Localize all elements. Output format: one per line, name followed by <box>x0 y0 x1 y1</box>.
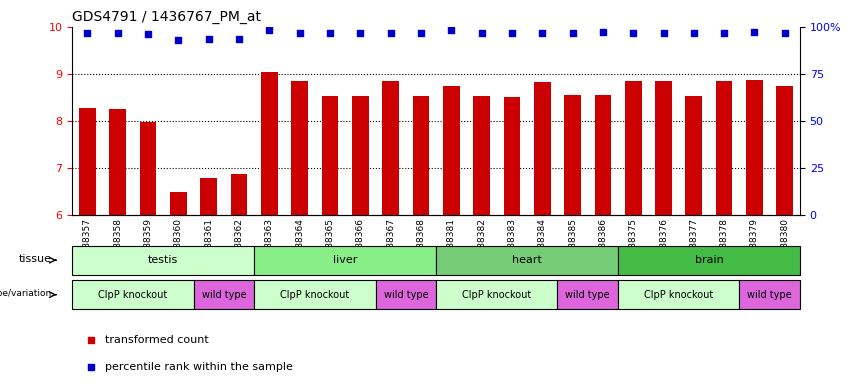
Text: percentile rank within the sample: percentile rank within the sample <box>105 362 293 372</box>
Bar <box>79 108 96 215</box>
Point <box>263 26 277 33</box>
Point <box>535 30 549 36</box>
Point <box>323 30 337 36</box>
Point <box>595 194 608 200</box>
Bar <box>534 82 551 215</box>
Text: ClpP knockout: ClpP knockout <box>280 290 350 300</box>
Bar <box>201 178 217 215</box>
Text: brain: brain <box>694 255 723 265</box>
Bar <box>72 280 193 309</box>
Text: wild type: wild type <box>747 290 792 300</box>
Bar <box>231 174 248 215</box>
Bar <box>618 280 740 309</box>
Bar <box>170 192 186 215</box>
Bar <box>746 79 762 215</box>
Bar <box>595 95 611 215</box>
Bar <box>110 109 126 215</box>
Text: genotype/variation: genotype/variation <box>0 289 52 298</box>
Point <box>657 30 671 36</box>
Bar <box>436 246 618 275</box>
Point <box>293 30 306 36</box>
Bar <box>413 96 429 215</box>
Point <box>778 30 791 36</box>
Point <box>626 30 640 36</box>
Point <box>172 37 186 43</box>
Text: ClpP knockout: ClpP knockout <box>644 290 713 300</box>
Point <box>748 28 762 35</box>
Bar <box>254 280 375 309</box>
Bar <box>443 86 460 215</box>
Point <box>81 30 94 36</box>
Bar <box>193 280 254 309</box>
Bar <box>625 81 642 215</box>
Text: tissue: tissue <box>19 254 52 264</box>
Bar <box>655 81 671 215</box>
Bar <box>352 96 368 215</box>
Point <box>717 30 731 36</box>
Text: wild type: wild type <box>384 290 428 300</box>
Bar <box>436 280 557 309</box>
Bar <box>740 280 800 309</box>
Bar <box>473 96 490 215</box>
Point <box>111 30 124 36</box>
Text: ClpP knockout: ClpP knockout <box>99 290 168 300</box>
Point <box>141 31 155 38</box>
Text: GDS4791 / 1436767_PM_at: GDS4791 / 1436767_PM_at <box>72 10 261 25</box>
Point <box>687 30 700 36</box>
Point <box>566 30 580 36</box>
Bar <box>504 98 520 215</box>
Point <box>384 30 397 36</box>
Bar <box>776 86 793 215</box>
Bar <box>72 246 254 275</box>
Bar <box>716 81 733 215</box>
Text: wild type: wild type <box>565 290 610 300</box>
Bar <box>254 246 436 275</box>
Bar <box>564 95 581 215</box>
Point <box>353 30 367 36</box>
Text: wild type: wild type <box>202 290 246 300</box>
Bar <box>557 280 618 309</box>
Point <box>475 30 488 36</box>
Text: ClpP knockout: ClpP knockout <box>462 290 531 300</box>
Text: transformed count: transformed count <box>105 335 208 345</box>
Text: testis: testis <box>148 255 179 265</box>
Point <box>202 36 215 43</box>
Bar <box>375 280 436 309</box>
Bar <box>291 81 308 215</box>
Text: heart: heart <box>512 255 542 265</box>
Point <box>505 30 519 36</box>
Text: liver: liver <box>333 255 357 265</box>
Point <box>596 28 609 35</box>
Bar <box>261 71 277 215</box>
Bar <box>140 122 157 215</box>
Point <box>444 27 458 33</box>
Bar <box>618 246 800 275</box>
Point <box>232 36 246 43</box>
Bar <box>322 96 339 215</box>
Bar <box>382 81 399 215</box>
Bar <box>686 96 702 215</box>
Point <box>414 30 428 36</box>
